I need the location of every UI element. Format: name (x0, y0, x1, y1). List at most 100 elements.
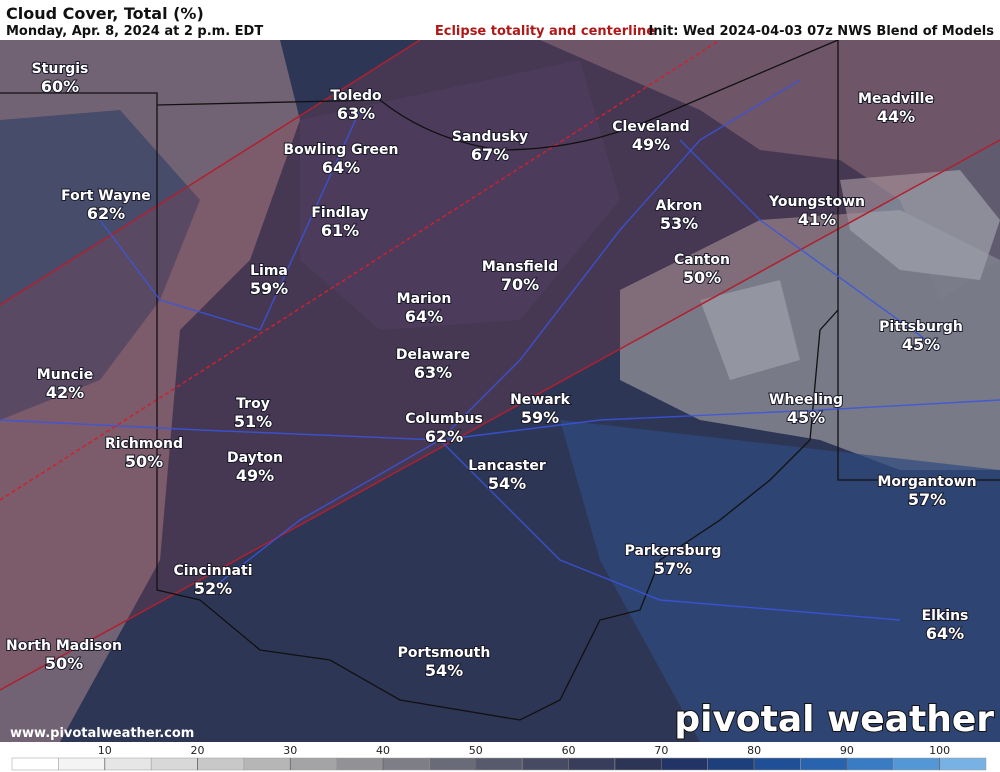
city-name: Marion (397, 291, 452, 307)
colorbar: 10 20 30 40 50 60 70 80 90 100 (11, 744, 987, 771)
city-value: 62% (425, 427, 463, 446)
city-name: Lima (250, 263, 288, 279)
city-value: 63% (337, 104, 375, 123)
colorbar-cell (382, 757, 430, 771)
city-name: Fort Wayne (61, 188, 151, 204)
colorbar-tick-label: 10 (98, 744, 112, 757)
city-value: 70% (501, 275, 539, 294)
city-name: Delaware (396, 347, 470, 363)
colorbar-tick-label: 80 (747, 744, 761, 757)
city-value: 67% (471, 145, 509, 164)
city-name: Parkersburg (625, 543, 722, 559)
city-value: 52% (194, 579, 232, 598)
colorbar-cell (892, 757, 940, 771)
city-name: Akron (656, 198, 703, 214)
city-name: Columbus (405, 411, 483, 427)
city-name: Lancaster (468, 458, 546, 474)
city-name: Pittsburgh (879, 319, 963, 335)
colorbar-cell (429, 757, 477, 771)
city-value: 50% (45, 654, 83, 673)
city-name: Richmond (105, 436, 183, 452)
city-value: 63% (414, 363, 452, 382)
colorbar-tick-label: 100 (929, 744, 950, 757)
city-value: 53% (660, 214, 698, 233)
colorbar-cell (243, 757, 291, 771)
city-name: Bowling Green (283, 142, 398, 158)
colorbar-cell (661, 757, 708, 771)
city-value: 59% (521, 408, 559, 427)
colorbar-cell (150, 757, 198, 771)
city-value: 60% (41, 77, 79, 96)
city-value: 42% (46, 383, 84, 402)
city-value: 64% (322, 158, 360, 177)
city-value: 51% (234, 412, 272, 431)
city-name: Troy (236, 396, 270, 412)
city-name: Canton (674, 252, 730, 268)
city-value: 45% (787, 408, 825, 427)
map-field (0, 40, 1000, 742)
city-value: 54% (488, 474, 526, 493)
city-value: 44% (877, 107, 915, 126)
city-value: 64% (405, 307, 443, 326)
city-name: Findlay (311, 205, 368, 221)
colorbar-tick-label: 20 (191, 744, 205, 757)
watermark-url: www.pivotalweather.com (10, 726, 194, 741)
city-value: 41% (798, 210, 836, 229)
city-name: Sturgis (32, 61, 89, 77)
city-name: Mansfield (482, 259, 558, 275)
city-value: 61% (321, 221, 359, 240)
city-value: 50% (125, 452, 163, 471)
city-name: Sandusky (452, 129, 528, 145)
colorbar-cell (11, 757, 59, 771)
colorbar-cell (939, 757, 987, 771)
city-name: Cleveland (612, 119, 689, 135)
city-name: Muncie (37, 367, 93, 383)
city-name: Toledo (330, 88, 382, 104)
city-name: Morgantown (877, 474, 976, 490)
colorbar-cell (475, 757, 523, 771)
city-name: Youngstown (768, 194, 865, 210)
colorbar-tick-label: 70 (654, 744, 668, 757)
colorbar-cell (800, 757, 848, 771)
init-info: Init: Wed 2024-04-03 07z NWS Blend of Mo… (648, 24, 994, 39)
colorbar-tick-label: 90 (840, 744, 854, 757)
colorbar-cell (58, 757, 106, 771)
city-name: Dayton (227, 450, 283, 466)
city-value: 49% (632, 135, 670, 154)
city-value: 62% (87, 204, 125, 223)
colorbar-tick-label: 60 (562, 744, 576, 757)
city-value: 57% (654, 559, 692, 578)
city-name: Elkins (922, 608, 969, 624)
city-value: 59% (250, 279, 288, 298)
colorbar-tick-label: 40 (376, 744, 390, 757)
colorbar-cell (568, 757, 616, 771)
city-value: 64% (926, 624, 964, 643)
overlay-note: Eclipse totality and centerline (435, 24, 655, 39)
city-name: Wheeling (769, 392, 843, 408)
colorbar-tick-label: 30 (283, 744, 297, 757)
map-subtitle: Monday, Apr. 8, 2024 at 2 p.m. EDT (6, 24, 263, 39)
colorbar-tick-label: 50 (469, 744, 483, 757)
colorbar-cell (707, 757, 755, 771)
city-name: Newark (510, 392, 570, 408)
colorbar-cell (104, 757, 152, 771)
city-value: 54% (425, 661, 463, 680)
colorbar-cell (521, 757, 569, 771)
city-name: North Madison (6, 638, 122, 654)
city-value: 57% (908, 490, 946, 509)
map-title: Cloud Cover, Total (%) (6, 4, 204, 23)
city-name: Meadville (858, 91, 934, 107)
city-value: 49% (236, 466, 274, 485)
colorbar-cell (753, 757, 801, 771)
city-value: 50% (683, 268, 721, 287)
brand-logo: pivotal weather (674, 699, 994, 740)
colorbar-cell (614, 757, 662, 771)
colorbar-cell (846, 757, 894, 771)
city-name: Cincinnati (173, 563, 252, 579)
city-name: Portsmouth (398, 645, 491, 661)
colorbar-cell (290, 757, 337, 771)
colorbar-cell (336, 757, 384, 771)
city-value: 45% (902, 335, 940, 354)
